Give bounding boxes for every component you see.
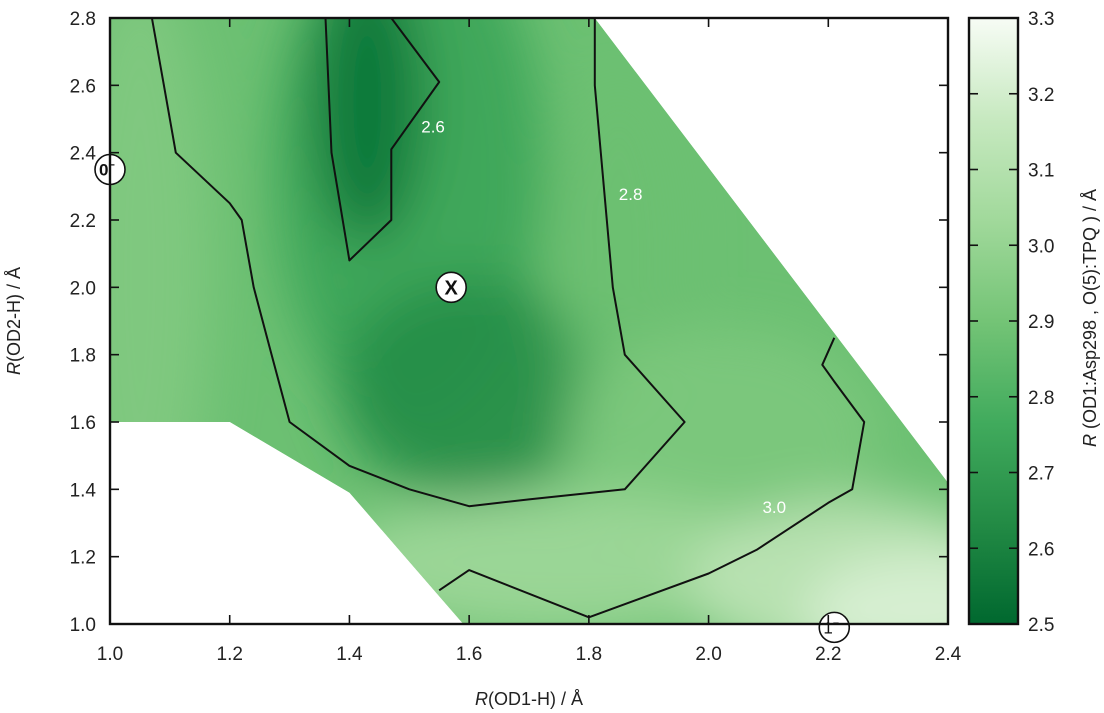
contour-label: 2.8: [619, 185, 643, 204]
field-blob: [328, 493, 789, 624]
y-axis-ticks: 1.0 1.2 1.4 1.6 1.8 2.0 2.2 2.4 2.6 2.8: [70, 9, 948, 636]
contour-label: 3.0: [762, 498, 786, 517]
y-tick-label: 2.8: [70, 9, 96, 30]
y-tick-label: 1.2: [70, 548, 96, 569]
heatmap-field: [110, 18, 948, 624]
colorbar-tick-label: 3.0: [1028, 236, 1054, 257]
contour-line-2-8: [150, 18, 686, 508]
x-tick-label: 2.2: [815, 644, 841, 665]
colorbar-tick-label: 3.2: [1028, 85, 1054, 106]
y-axis-label: R(OD2-H) / Å: [4, 267, 24, 375]
x-axis-label-italic: R: [475, 689, 488, 709]
x-axis-label: R(OD1-H) / Å: [475, 689, 583, 709]
contour-line-3-0: [438, 337, 866, 619]
colorbar-tick-label: 2.8: [1028, 388, 1054, 409]
x-tick-label: 1.0: [97, 644, 123, 665]
marker-label-text: 1: [823, 618, 832, 637]
field-blob: [312, 18, 423, 243]
colorbar-tick-label: 3.1: [1028, 161, 1054, 182]
field-blob: [110, 18, 210, 571]
marker-circle: [435, 271, 467, 304]
field-blob: [560, 328, 881, 549]
x-tick-label: 1.8: [576, 644, 602, 665]
x-tick-label: 2.4: [935, 644, 962, 665]
colorbar-tick-label: 2.5: [1028, 615, 1054, 636]
colorbar-tick-label: 2.9: [1028, 312, 1054, 333]
field-blob: [339, 278, 600, 499]
colorbar-label-text: (OD1:Asp298 , O(5):TPQ ) / Å: [1080, 189, 1100, 434]
y-axis-label-text: (OD2-H) / Å: [4, 267, 24, 362]
colorbar-tick-label: 3.3: [1028, 9, 1054, 30]
marker-label: X: [445, 277, 459, 299]
x-axis-label-text: (OD1-H) / Å: [488, 689, 583, 709]
colorbar-tick-label: 2.6: [1028, 539, 1054, 560]
contour-labels: 2.6 2.8 3.0: [421, 117, 786, 516]
plot-frame: [108, 16, 950, 626]
marker-label: 0−: [99, 160, 115, 180]
y-tick-label: 1.6: [70, 413, 96, 434]
plot-area: 2.6 2.8 3.0: [110, 18, 948, 624]
contour-label: 2.6: [421, 117, 445, 136]
x-tick-label: 1.4: [336, 644, 363, 665]
colorbar-ticks: 2.5 2.6 2.7 2.8 2.9 3.0 3.1 3.2 3.3: [969, 9, 1054, 636]
y-tick-label: 1.0: [70, 615, 96, 636]
colorbar-label: R (OD1:Asp298 , O(5):TPQ ) / Å: [1080, 189, 1100, 447]
colorbar-tick-label: 2.7: [1028, 464, 1054, 485]
y-tick-label: 2.4: [70, 144, 97, 165]
contour-line-2-6: [324, 18, 441, 262]
marker-label-text: 0: [99, 161, 108, 180]
field-blob: [804, 553, 948, 624]
y-tick-label: 1.4: [70, 480, 97, 501]
y-tick-label: 1.8: [70, 346, 96, 367]
x-tick-label: 1.2: [217, 644, 243, 665]
y-tick-label: 2.0: [70, 278, 96, 299]
state-marker: 1−: [818, 611, 851, 644]
x-axis-ticks: 1.0 1.2 1.4 1.6 1.8 2.0 2.2 2.4: [97, 18, 962, 665]
marker-label-sup: −: [109, 160, 115, 172]
state-marker: X: [435, 271, 467, 304]
y-tick-label: 2.2: [70, 211, 96, 232]
x-tick-label: 1.6: [456, 644, 482, 665]
y-tick-label: 2.6: [70, 76, 96, 97]
y-axis-label-italic: R: [4, 362, 24, 375]
contour-lines: [150, 18, 866, 619]
marker-circle: [818, 611, 851, 644]
x-tick-label: 2.0: [695, 644, 721, 665]
marker-label-text: X: [445, 277, 459, 299]
colorbar-label-italic: R: [1080, 434, 1100, 447]
